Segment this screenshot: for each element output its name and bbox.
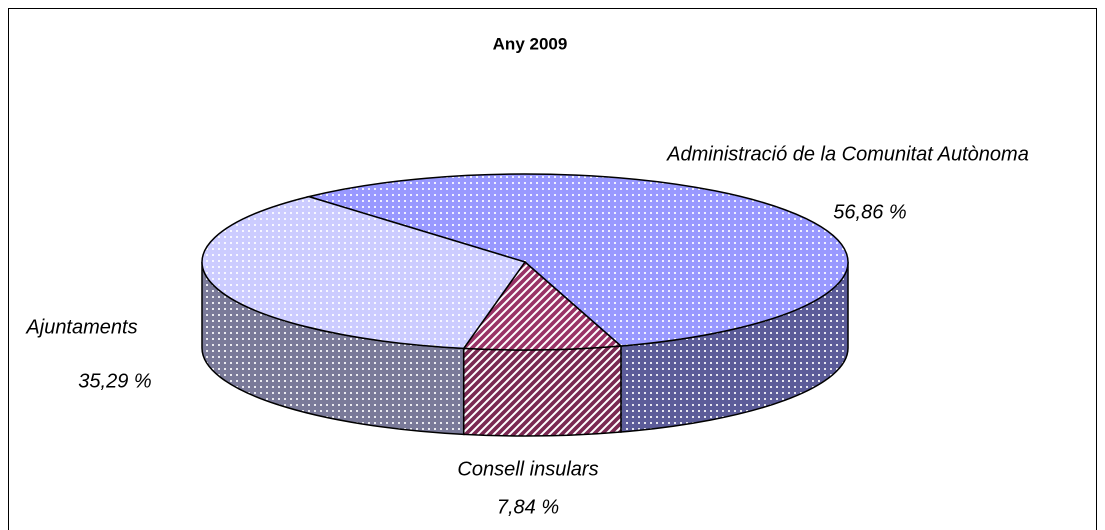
pie-slice bbox=[306, 173, 849, 347]
slice-label: Consell insulars bbox=[457, 458, 598, 480]
value-label: 7,84 % bbox=[497, 496, 559, 518]
chart-title: Any 2009 bbox=[493, 34, 568, 53]
value-label: 56,86 % bbox=[833, 201, 906, 223]
slice-label: Administració de la Comunitat Autònoma bbox=[666, 143, 1029, 165]
pie-slice-side bbox=[462, 345, 622, 437]
pie-slice bbox=[201, 195, 527, 350]
pie-slice bbox=[462, 260, 623, 351]
value-label: 35,29 % bbox=[78, 370, 151, 392]
slice-label: Ajuntaments bbox=[25, 316, 137, 338]
